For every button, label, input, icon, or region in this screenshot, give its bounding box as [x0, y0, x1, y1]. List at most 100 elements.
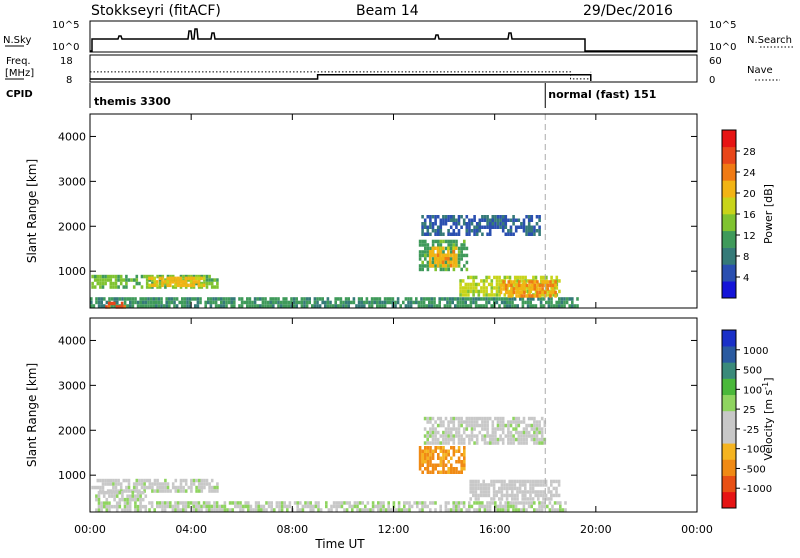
heatmap-cell — [421, 501, 424, 505]
time-tick-label: 12:00 — [378, 523, 410, 536]
heatmap-cell — [463, 446, 466, 450]
heatmap-cell — [403, 501, 406, 505]
heatmap-cell — [541, 283, 544, 288]
heatmap-cell — [280, 501, 284, 505]
heatmap-cell — [524, 490, 527, 494]
heatmap-cell — [520, 294, 524, 298]
heatmap-cell — [478, 229, 482, 233]
heatmap-cell — [519, 275, 522, 280]
heatmap-cell — [202, 504, 206, 509]
heatmap-cell — [465, 267, 469, 272]
heatmap-cell — [203, 274, 206, 279]
heatmap-cell — [460, 441, 463, 445]
heatmap-cell — [439, 257, 442, 261]
heatmap-cell — [244, 501, 247, 505]
heatmap-cell — [475, 423, 479, 428]
heatmap-cell — [507, 508, 510, 512]
heatmap-cell — [145, 281, 149, 286]
heatmap-cell — [547, 300, 551, 305]
heatmap-cell — [368, 304, 371, 308]
heatmap-cell — [196, 300, 200, 305]
heatmap-cell — [549, 283, 552, 288]
heatmap-cell — [429, 434, 432, 438]
heatmap-cell — [253, 304, 257, 308]
heatmap-cell — [481, 434, 484, 438]
heatmap-cell — [552, 479, 556, 484]
heatmap-cell — [481, 215, 484, 219]
heatmap-cell — [439, 508, 442, 512]
heatmap-cell — [546, 504, 549, 509]
heatmap-cell — [277, 300, 280, 305]
heatmap-cell — [546, 283, 550, 288]
heatmap-cell — [530, 283, 534, 288]
heatmap-cell — [469, 486, 472, 491]
heatmap-cell — [157, 297, 161, 301]
heatmap-cell — [487, 293, 491, 297]
heatmap-cell — [561, 508, 565, 512]
heatmap-cell — [113, 301, 116, 306]
heatmap-cell — [436, 250, 440, 254]
heatmap-cell — [197, 482, 201, 486]
heatmap-cell — [486, 416, 489, 421]
heatmap-cell — [555, 304, 558, 308]
heatmap-cell — [491, 222, 495, 226]
heatmap-cell — [496, 420, 500, 424]
heatmap-cell — [409, 304, 413, 308]
heatmap-cell — [472, 479, 475, 484]
heatmap-cell — [525, 232, 528, 236]
heatmap-cell — [429, 218, 432, 222]
heatmap-cell — [220, 304, 223, 308]
heatmap-cell — [421, 504, 424, 509]
heatmap-cell — [450, 243, 453, 247]
heatmap-cell — [148, 485, 152, 490]
heatmap-cell — [494, 427, 497, 431]
heatmap-cell — [526, 300, 530, 305]
y-tick-label: 2000 — [58, 220, 86, 233]
heatmap-cell — [269, 300, 272, 305]
heatmap-cell — [511, 304, 514, 308]
heatmap-cell — [474, 304, 478, 308]
heatmap-cell — [455, 232, 458, 236]
heatmap-cell — [470, 504, 474, 509]
freq-tick-high: 18 — [60, 56, 73, 67]
heatmap-cell — [527, 504, 531, 509]
heatmap-cell — [264, 300, 267, 305]
heatmap-cell — [538, 437, 541, 442]
heatmap-cell — [556, 508, 559, 512]
heatmap-cell — [571, 297, 574, 301]
heatmap-cell — [126, 497, 129, 502]
heatmap-cell — [495, 493, 498, 498]
heatmap-cell — [499, 420, 502, 424]
heatmap-cell — [555, 479, 558, 484]
heatmap-cell — [126, 297, 129, 301]
heatmap-cell — [488, 232, 492, 236]
heatmap-cell — [512, 416, 515, 421]
heatmap-cell — [112, 274, 115, 279]
heatmap-cell — [128, 494, 132, 498]
heatmap-cell — [143, 478, 146, 483]
heatmap-cell — [500, 483, 504, 487]
heatmap-cell — [120, 305, 124, 309]
heatmap-cell — [225, 297, 228, 301]
heatmap-cell — [540, 427, 544, 431]
heatmap-cell — [434, 446, 437, 450]
heatmap-cell — [529, 493, 532, 498]
heatmap-cell — [564, 501, 567, 505]
heatmap-cell — [501, 229, 505, 233]
heatmap-cell — [174, 280, 177, 284]
heatmap-cell — [164, 489, 167, 493]
heatmap-cell — [202, 276, 206, 281]
colorbar-tick-label: 1000 — [743, 346, 768, 357]
heatmap-cell — [455, 243, 458, 247]
heatmap-cell — [526, 289, 530, 294]
heatmap-cell — [318, 304, 322, 308]
heatmap-cell — [195, 485, 198, 490]
heatmap-cell — [426, 504, 429, 509]
heatmap-cell — [165, 297, 168, 301]
heatmap-cell — [547, 289, 551, 294]
heatmap-cell — [216, 278, 219, 282]
heatmap-cell — [538, 294, 542, 298]
heatmap-cell — [509, 434, 513, 438]
heatmap-cell — [100, 490, 103, 495]
